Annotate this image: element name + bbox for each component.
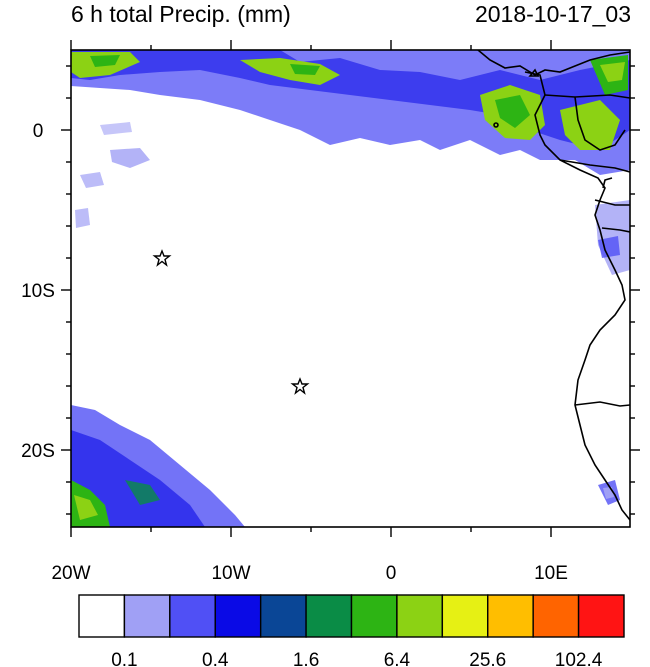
station-markers — [152, 249, 310, 395]
colorbar-swatch — [487, 594, 534, 638]
colorbar-swatch — [577, 594, 625, 638]
map-title: 6 h total Precip. (mm) — [71, 1, 291, 27]
star-marker-1 — [152, 249, 172, 267]
colorbar-label: 0.1 — [111, 650, 137, 667]
colorbar-swatch — [532, 594, 580, 638]
colorbar-swatch — [214, 594, 262, 638]
map-timestamp: 2018-10-17_03 — [474, 1, 631, 27]
map-frame — [70, 49, 631, 528]
axis-ticks — [61, 40, 640, 537]
colorbar-swatch — [305, 594, 353, 638]
x-tick-label-0: 0 — [386, 563, 397, 584]
colorbar-swatch — [169, 594, 216, 638]
colorbar-swatch — [441, 594, 489, 638]
colorbar-label: 25.6 — [469, 650, 506, 667]
y-tick-label-0: 0 — [33, 121, 44, 142]
x-tick-label-10e: 10E — [534, 563, 568, 584]
colorbar-swatch — [259, 594, 307, 638]
precip-field — [71, 50, 630, 527]
colorbar-label: 1.6 — [293, 650, 319, 667]
colorbar-swatch — [396, 594, 444, 638]
y-tick-label-10s: 10S — [21, 281, 55, 302]
colorbar-swatch — [123, 594, 171, 638]
colorbar-label: 102.4 — [555, 650, 603, 667]
colorbar-label: 6.4 — [384, 650, 411, 667]
y-tick-label-20s: 20S — [21, 441, 55, 462]
star-marker-2 — [290, 377, 310, 395]
x-tick-label-20w: 20W — [51, 563, 90, 584]
colorbar: 0.1 0.4 1.6 6.4 25.6 102.4 — [78, 594, 625, 667]
colorbar-label: 0.4 — [202, 650, 229, 667]
coastline — [477, 50, 630, 521]
colorbar-swatch — [78, 594, 126, 638]
x-tick-label-10w: 10W — [211, 563, 250, 584]
colorbar-swatch — [350, 594, 398, 638]
